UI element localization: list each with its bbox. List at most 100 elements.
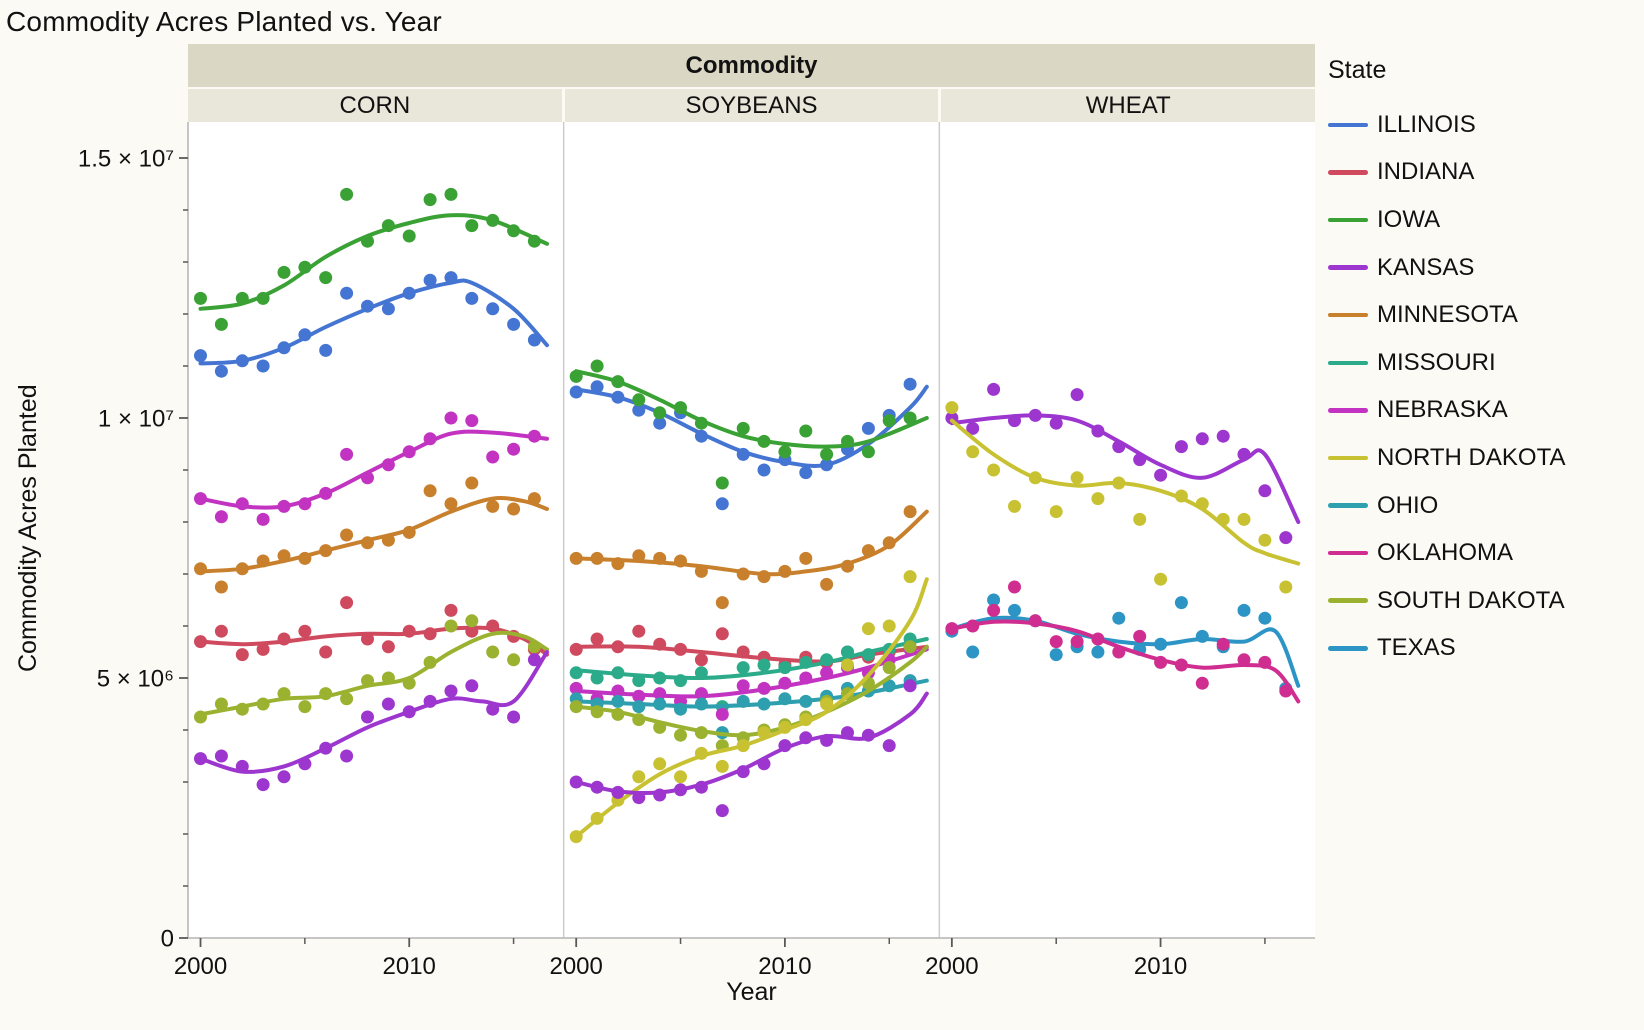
data-point[interactable]	[736, 447, 750, 461]
data-point[interactable]	[736, 645, 750, 659]
data-point[interactable]	[694, 429, 708, 443]
data-point[interactable]	[778, 661, 792, 675]
data-point[interactable]	[235, 562, 249, 576]
data-point[interactable]	[1174, 440, 1188, 454]
data-point[interactable]	[569, 681, 583, 695]
data-point[interactable]	[256, 554, 270, 568]
data-point[interactable]	[1091, 632, 1105, 646]
data-point[interactable]	[736, 567, 750, 581]
data-point[interactable]	[674, 674, 687, 688]
data-point[interactable]	[214, 364, 228, 378]
data-point[interactable]	[882, 619, 896, 633]
data-point[interactable]	[653, 416, 667, 430]
data-point[interactable]	[945, 622, 959, 636]
data-point[interactable]	[444, 187, 458, 201]
data-point[interactable]	[527, 492, 541, 506]
data-point[interactable]	[194, 562, 207, 576]
data-point[interactable]	[256, 642, 270, 656]
legend-item-iowa[interactable]: IOWA	[1328, 196, 1565, 244]
data-point[interactable]	[277, 687, 291, 701]
data-point[interactable]	[882, 536, 896, 550]
data-point[interactable]	[402, 705, 416, 719]
data-point[interactable]	[1195, 432, 1209, 446]
data-point[interactable]	[1258, 533, 1272, 547]
data-point[interactable]	[966, 645, 980, 659]
data-point[interactable]	[361, 710, 374, 724]
legend-item-illinois[interactable]: ILLINOIS	[1328, 101, 1565, 149]
data-point[interactable]	[757, 658, 771, 672]
data-point[interactable]	[527, 333, 541, 347]
legend-item-south-dakota[interactable]: SOUTH DAKOTA	[1328, 577, 1565, 625]
data-point[interactable]	[1070, 471, 1084, 485]
data-point[interactable]	[444, 271, 458, 285]
data-point[interactable]	[611, 707, 625, 721]
data-point[interactable]	[569, 666, 583, 680]
data-point[interactable]	[841, 645, 854, 659]
legend-item-missouri[interactable]: MISSOURI	[1328, 339, 1565, 387]
data-point[interactable]	[611, 666, 625, 680]
data-point[interactable]	[381, 640, 395, 654]
data-point[interactable]	[277, 499, 291, 513]
data-point[interactable]	[423, 627, 437, 641]
data-point[interactable]	[632, 770, 646, 784]
data-point[interactable]	[799, 551, 813, 565]
data-point[interactable]	[340, 286, 354, 300]
data-point[interactable]	[611, 375, 625, 389]
data-point[interactable]	[235, 497, 249, 511]
data-point[interactable]	[1174, 489, 1188, 503]
data-point[interactable]	[298, 757, 312, 771]
data-point[interactable]	[319, 645, 333, 659]
data-point[interactable]	[194, 492, 207, 506]
data-point[interactable]	[715, 596, 729, 610]
data-point[interactable]	[402, 525, 416, 539]
data-point[interactable]	[214, 510, 228, 524]
data-point[interactable]	[1070, 635, 1084, 649]
data-point[interactable]	[1237, 603, 1251, 617]
data-point[interactable]	[319, 687, 333, 701]
data-point[interactable]	[298, 624, 312, 638]
data-point[interactable]	[882, 739, 896, 753]
data-point[interactable]	[486, 213, 500, 227]
data-point[interactable]	[569, 775, 583, 789]
data-point[interactable]	[423, 193, 437, 207]
data-point[interactable]	[1133, 453, 1147, 467]
data-point[interactable]	[1195, 676, 1209, 690]
data-point[interactable]	[277, 632, 291, 646]
data-point[interactable]	[903, 570, 917, 584]
data-point[interactable]	[1049, 635, 1063, 649]
data-point[interactable]	[653, 637, 667, 651]
data-point[interactable]	[632, 689, 646, 703]
data-point[interactable]	[361, 471, 374, 485]
data-point[interactable]	[527, 429, 541, 443]
data-point[interactable]	[256, 778, 270, 792]
data-point[interactable]	[402, 286, 416, 300]
data-point[interactable]	[507, 224, 521, 238]
data-point[interactable]	[486, 702, 500, 716]
data-point[interactable]	[674, 728, 687, 742]
data-point[interactable]	[715, 804, 729, 818]
data-point[interactable]	[319, 741, 333, 755]
data-point[interactable]	[319, 544, 333, 558]
data-point[interactable]	[736, 421, 750, 435]
data-point[interactable]	[590, 780, 604, 794]
data-point[interactable]	[694, 746, 708, 760]
data-point[interactable]	[820, 697, 834, 711]
data-point[interactable]	[465, 624, 479, 638]
data-point[interactable]	[465, 476, 479, 490]
data-point[interactable]	[507, 710, 521, 724]
data-point[interactable]	[799, 466, 813, 480]
data-point[interactable]	[799, 713, 813, 727]
data-point[interactable]	[590, 632, 604, 646]
data-point[interactable]	[674, 642, 687, 656]
data-point[interactable]	[903, 377, 917, 391]
data-point[interactable]	[507, 653, 521, 667]
data-point[interactable]	[861, 728, 875, 742]
data-point[interactable]	[423, 273, 437, 287]
data-point[interactable]	[653, 687, 667, 701]
legend-item-north-dakota[interactable]: NORTH DAKOTA	[1328, 434, 1565, 482]
data-point[interactable]	[903, 679, 917, 693]
data-point[interactable]	[715, 476, 729, 490]
data-point[interactable]	[486, 619, 500, 633]
data-point[interactable]	[820, 458, 834, 472]
